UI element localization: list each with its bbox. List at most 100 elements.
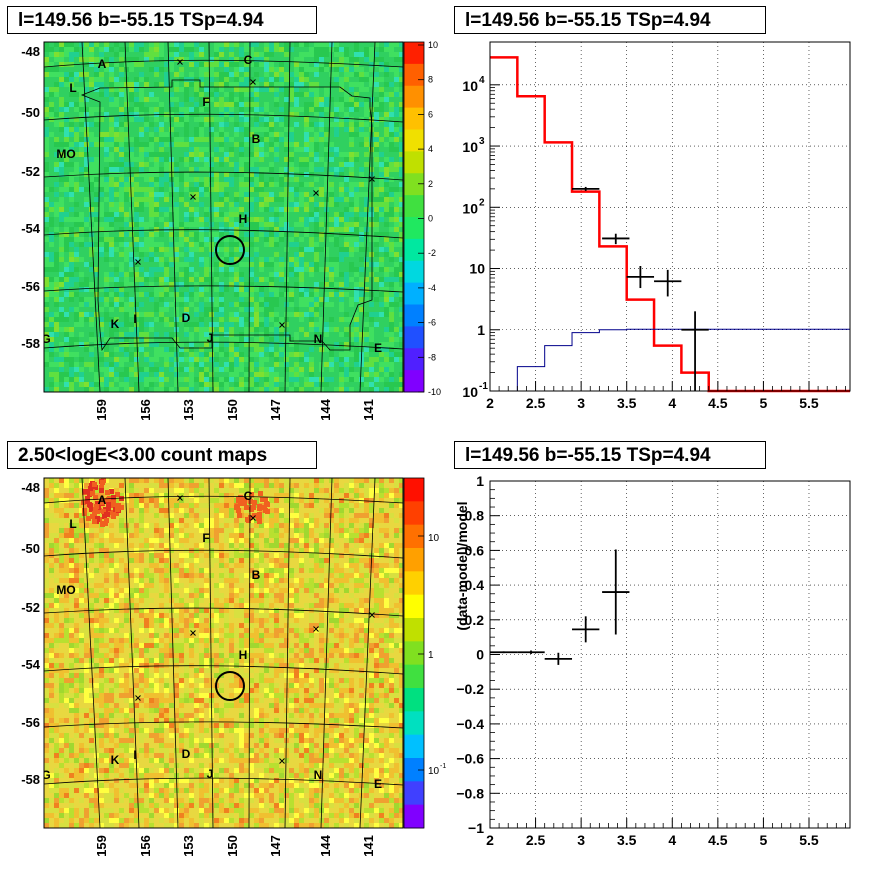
- map-pixel: [309, 277, 314, 282]
- map-pixel: [129, 222, 134, 227]
- map-pixel: [74, 367, 79, 372]
- map-pixel: [319, 222, 324, 227]
- map-pixel: [199, 382, 204, 387]
- map-pixel: [264, 367, 269, 372]
- map-pixel: [359, 107, 364, 112]
- map-pixel: [294, 342, 299, 347]
- map-pixel: [79, 252, 84, 257]
- map-pixel: [119, 287, 124, 292]
- map-pixel: [289, 322, 294, 327]
- map-pixel: [164, 132, 169, 137]
- map-pixel: [249, 77, 254, 82]
- map-pixel: [289, 147, 294, 152]
- map-pixel: [204, 157, 209, 162]
- map-pixel: [84, 182, 89, 187]
- map-pixel: [94, 377, 99, 382]
- map-pixel: [294, 262, 299, 267]
- map-pixel: [84, 277, 89, 282]
- map-pixel: [269, 207, 274, 212]
- map-pixel: [384, 362, 389, 367]
- map-pixel: [259, 252, 264, 257]
- map-pixel: [114, 112, 119, 117]
- map-pixel: [84, 117, 89, 122]
- map-pixel: [84, 147, 89, 152]
- map-pixel: [94, 337, 99, 342]
- map-pixel: [319, 147, 324, 152]
- map-pixel: [154, 332, 159, 337]
- map-pixel: [119, 282, 124, 287]
- map-pixel: [199, 207, 204, 212]
- map-pixel: [339, 377, 344, 382]
- map-pixel: [399, 87, 403, 92]
- map-pixel: [114, 52, 119, 57]
- map-pixel: [109, 202, 114, 207]
- map-pixel: [254, 42, 259, 47]
- map-pixel: [59, 112, 64, 117]
- map-pixel: [94, 47, 99, 52]
- map-pixel: [149, 262, 154, 267]
- map-pixel: [329, 162, 334, 167]
- map-pixel: [179, 132, 184, 137]
- map-pixel: [389, 257, 394, 262]
- map-pixel: [64, 127, 69, 132]
- map-pixel: [349, 177, 354, 182]
- map-pixel: [279, 297, 284, 302]
- map-pixel: [49, 137, 54, 142]
- map-pixel: [284, 187, 289, 192]
- map-pixel: [179, 87, 184, 92]
- map-pixel: [384, 252, 389, 257]
- map-pixel: [49, 362, 54, 367]
- map-pixel: [54, 207, 59, 212]
- map-pixel: [374, 172, 379, 177]
- map-pixel: [259, 307, 264, 312]
- map-pixel: [189, 177, 194, 182]
- map-pixel: [284, 247, 289, 252]
- map-pixel: [309, 262, 314, 267]
- map-pixel: [354, 162, 359, 167]
- map-pixel: [279, 107, 284, 112]
- map-pixel: [129, 322, 134, 327]
- map-pixel: [244, 292, 249, 297]
- map-pixel: [164, 192, 169, 197]
- map-pixel: [214, 322, 219, 327]
- map-pixel: [239, 242, 244, 247]
- map-pixel: [149, 347, 154, 352]
- map-pixel: [329, 152, 334, 157]
- map-pixel: [44, 307, 49, 312]
- map-pixel: [64, 377, 69, 382]
- map-pixel: [254, 67, 259, 72]
- map-pixel: [129, 357, 134, 362]
- map-pixel: [194, 312, 199, 317]
- map-pixel: [379, 127, 384, 132]
- map-pixel: [159, 197, 164, 202]
- map-pixel: [259, 217, 264, 222]
- map-pixel: [369, 362, 374, 367]
- map-pixel: [244, 337, 249, 342]
- map-pixel: [59, 262, 64, 267]
- map-pixel: [249, 177, 254, 182]
- map-pixel: [349, 217, 354, 222]
- map-pixel: [84, 367, 89, 372]
- map-pixel: [304, 277, 309, 282]
- map-pixel: [344, 322, 349, 327]
- map-pixel: [259, 242, 264, 247]
- map-pixel: [59, 127, 64, 132]
- map-pixel: [129, 62, 134, 67]
- map-pixel: [174, 317, 179, 322]
- map-pixel: [119, 297, 124, 302]
- map-pixel: [64, 312, 69, 317]
- map-pixel: [109, 127, 114, 132]
- map-pixel: [239, 192, 244, 197]
- map-pixel: [254, 277, 259, 282]
- map-pixel: [49, 227, 54, 232]
- map-pixel: [54, 272, 59, 277]
- map-pixel: [99, 112, 104, 117]
- map-pixel: [289, 47, 294, 52]
- map-pixel: [99, 92, 104, 97]
- map-pixel: [284, 172, 289, 177]
- map-pixel: [104, 347, 109, 352]
- map-pixel: [74, 272, 79, 277]
- map-pixel: [84, 377, 89, 382]
- map-pixel: [124, 47, 129, 52]
- map-pixel: [94, 272, 99, 277]
